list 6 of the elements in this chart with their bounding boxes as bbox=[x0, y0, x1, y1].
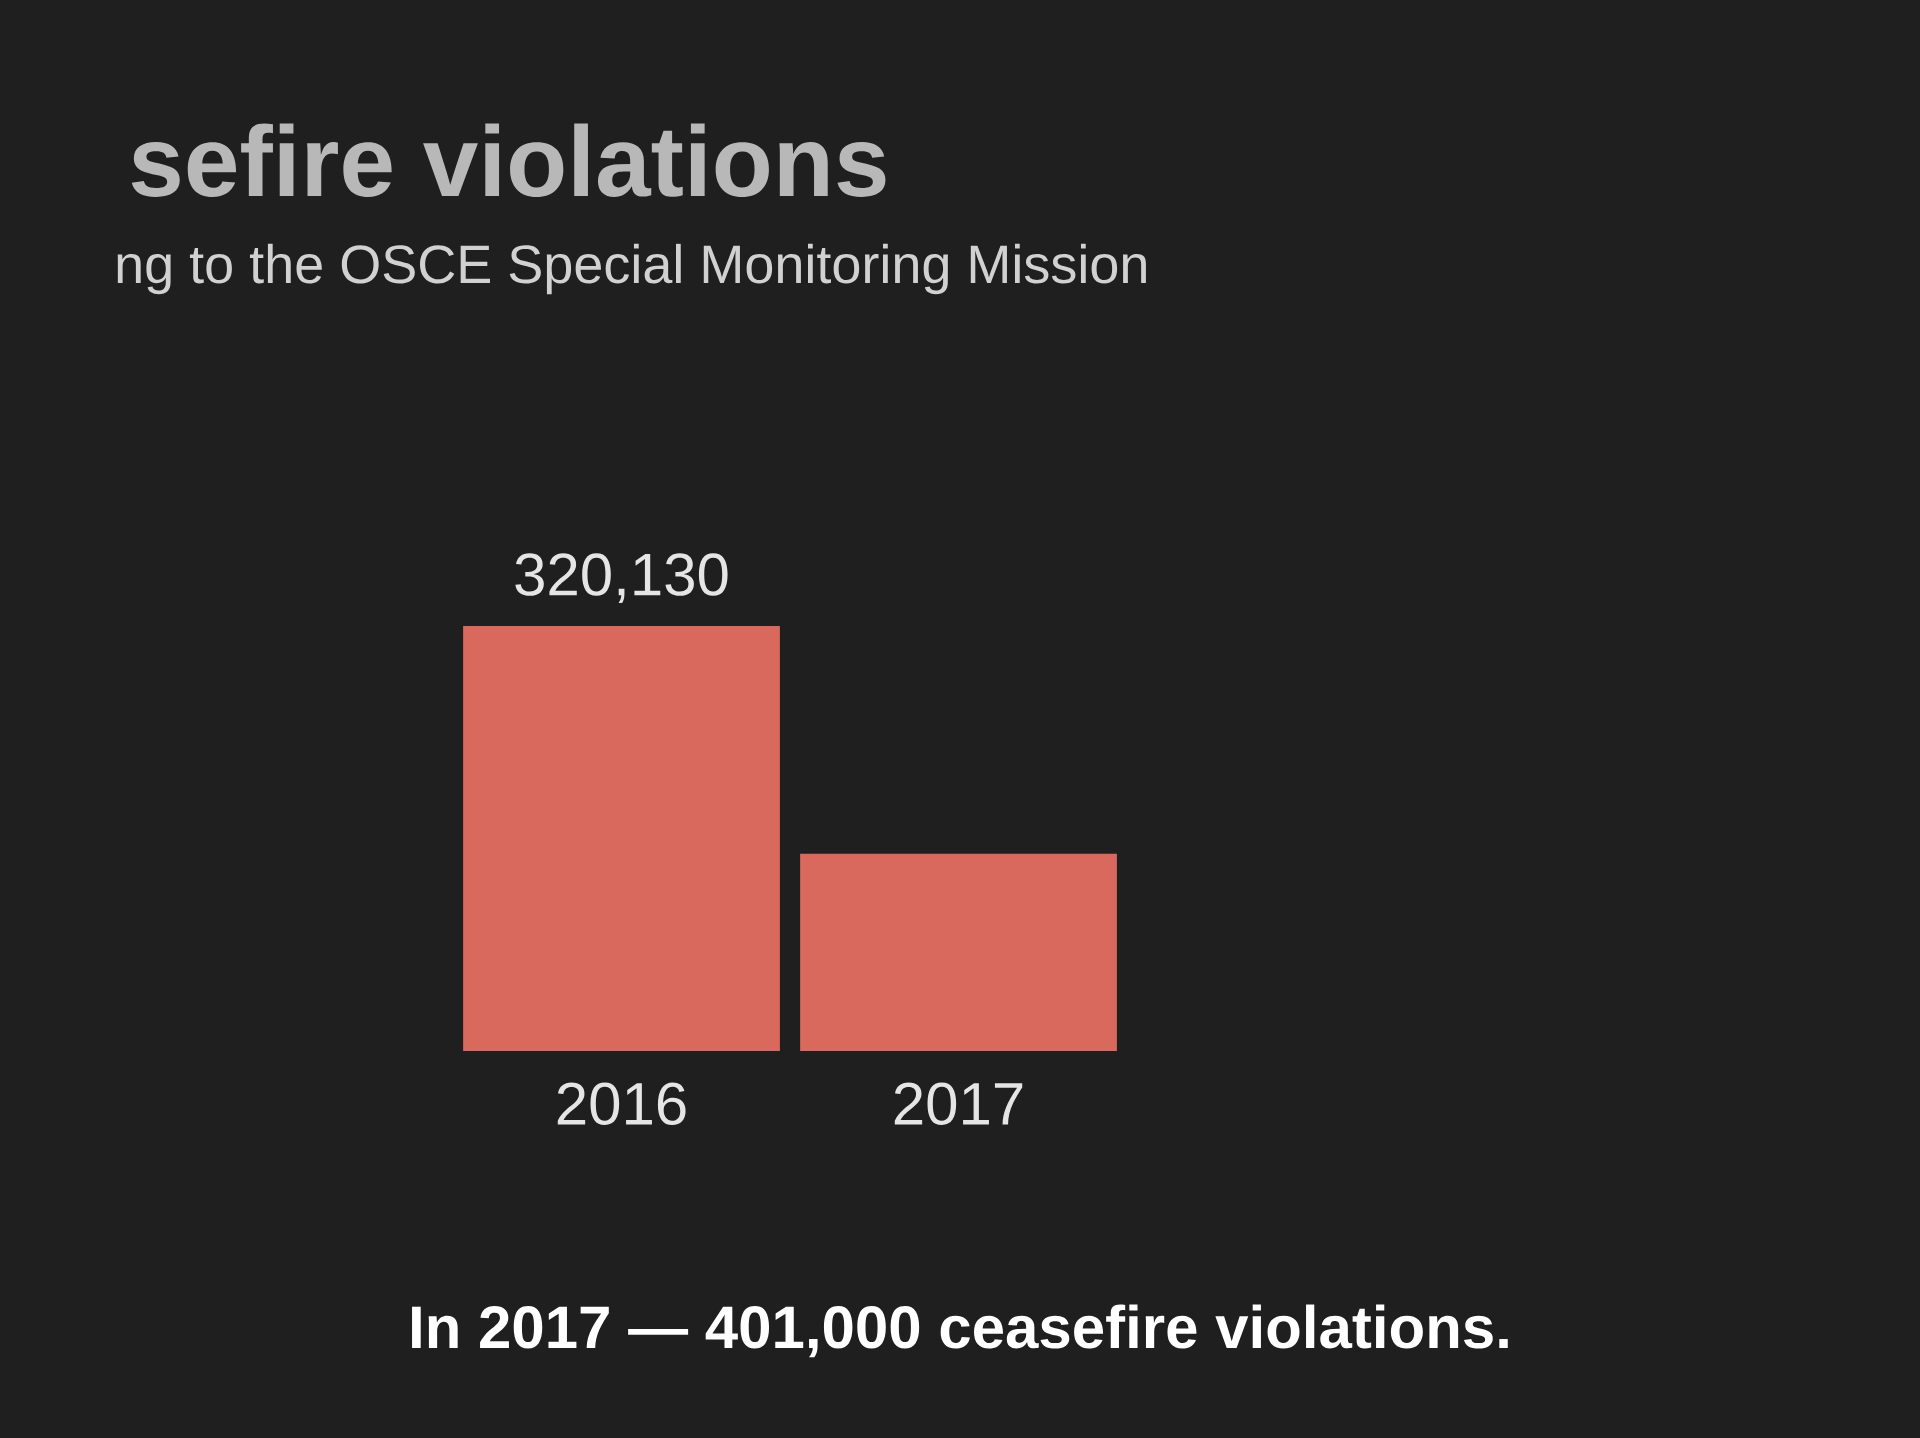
data-label: 320,130 bbox=[515, 553, 728, 603]
x-tick-label: 2017 bbox=[894, 1082, 1023, 1126]
chart-subtitle: ng to the OSCE Special Monitoring Mission bbox=[117, 243, 1146, 295]
text: In 2017 — 401,000 ceasefire violations. bbox=[412, 1304, 1508, 1358]
x-tick-label: 2016 bbox=[557, 1082, 686, 1126]
chart-title: sefire violations bbox=[131, 123, 886, 197]
